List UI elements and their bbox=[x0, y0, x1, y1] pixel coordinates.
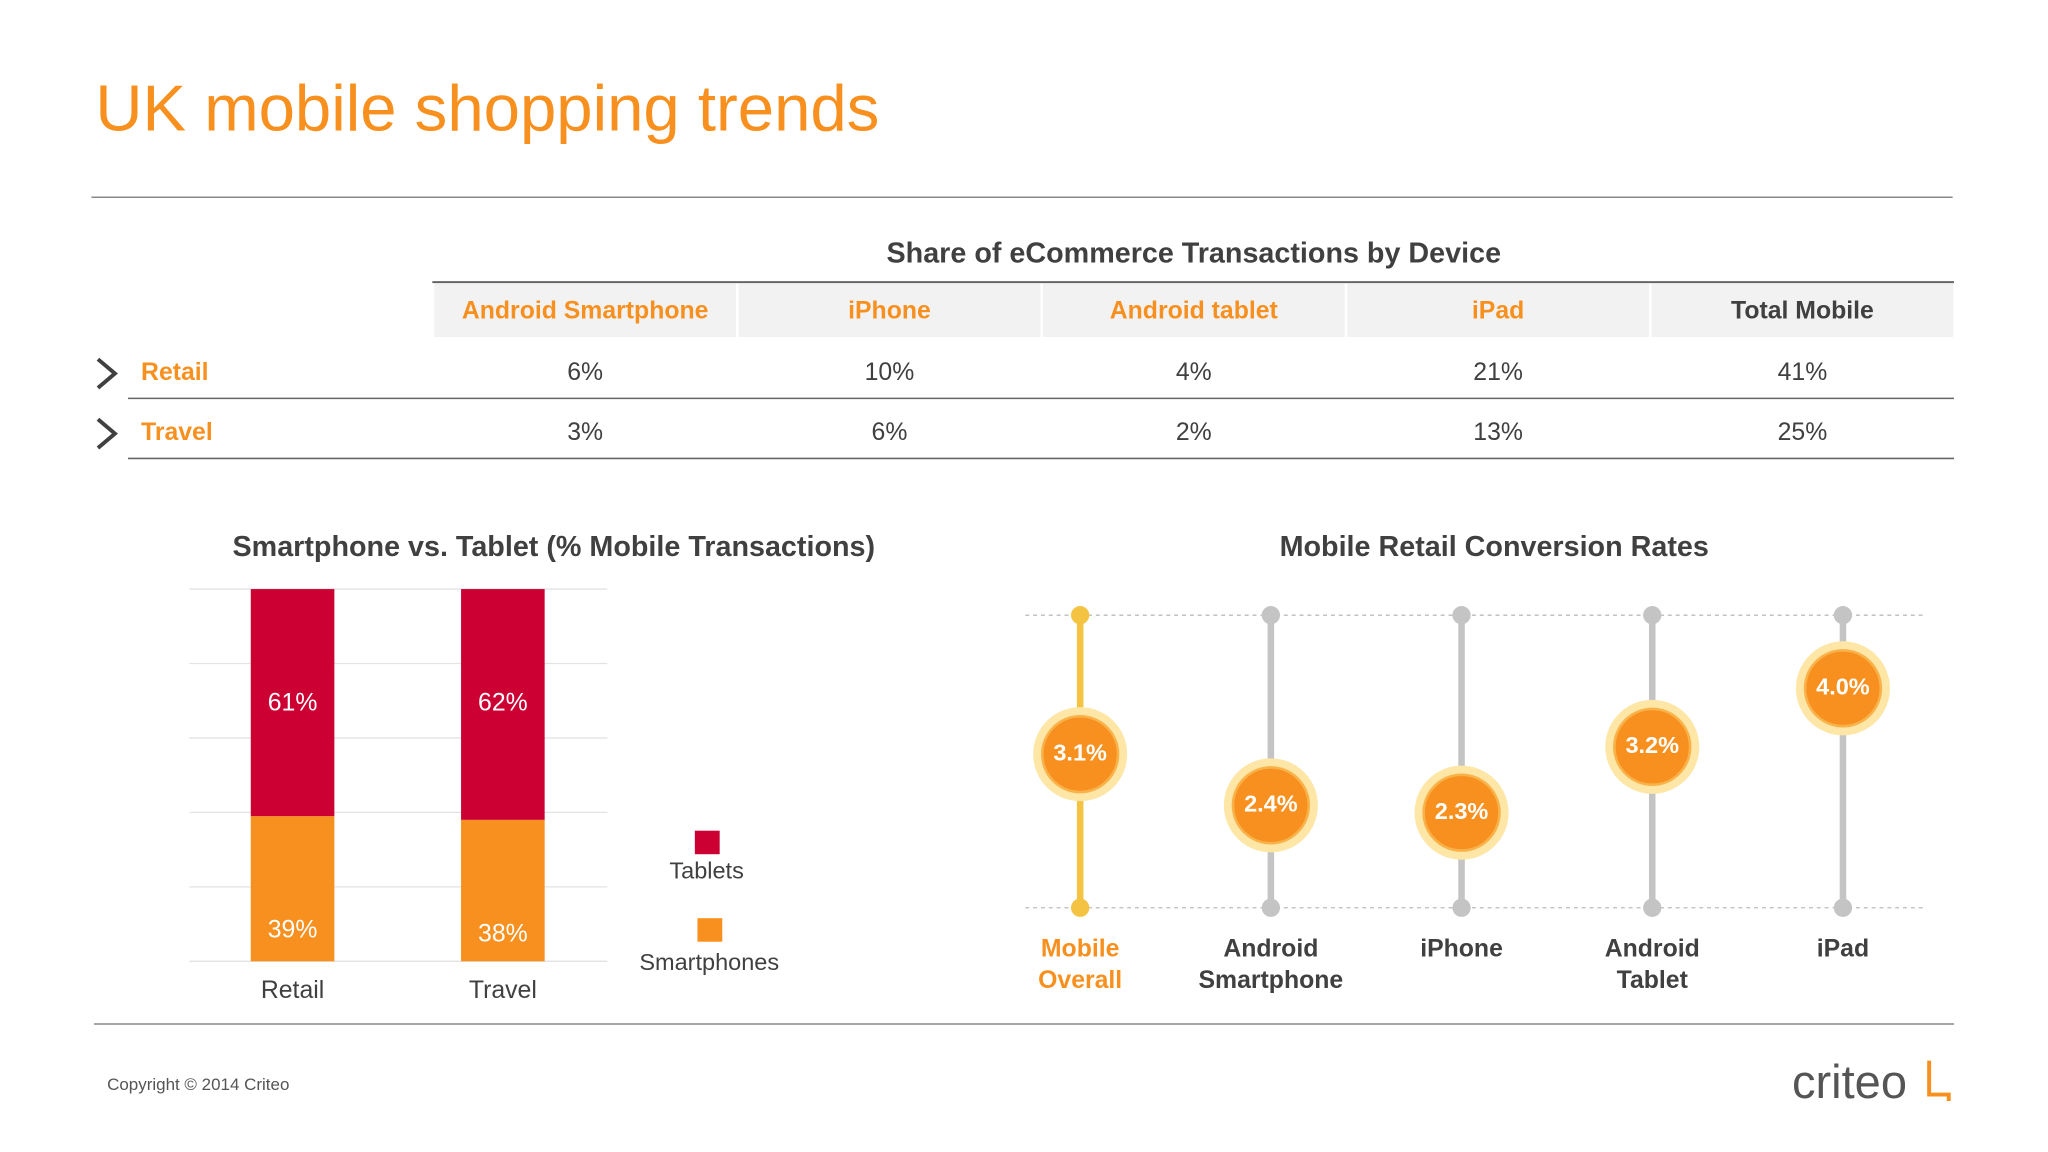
slide-title: UK mobile shopping trends bbox=[95, 72, 879, 145]
marker bbox=[1613, 707, 1692, 787]
marker bbox=[1231, 766, 1311, 845]
header-cell bbox=[434, 283, 736, 337]
copyright: Copyright © 2014 Criteo bbox=[107, 1075, 289, 1094]
legend-label: Smartphones bbox=[639, 949, 779, 975]
marker bbox=[1803, 649, 1883, 728]
data-label: 2.3% bbox=[1435, 798, 1489, 824]
table-cell: 4% bbox=[1176, 359, 1212, 386]
end-dot bbox=[1261, 606, 1280, 625]
x-tick-label: iPad bbox=[1817, 935, 1869, 962]
end-dot bbox=[1643, 606, 1662, 625]
legend-swatch bbox=[694, 830, 720, 855]
bar-segment bbox=[250, 816, 335, 962]
marker bbox=[1422, 773, 1501, 852]
column-header: Android tablet bbox=[1110, 298, 1278, 325]
bar-segment bbox=[461, 819, 545, 962]
table-cell: 10% bbox=[865, 359, 915, 386]
data-label: 3.1% bbox=[1053, 739, 1107, 765]
header-cell bbox=[1347, 283, 1649, 337]
table-cell: 6% bbox=[872, 419, 908, 446]
column-header: Total Mobile bbox=[1731, 298, 1874, 325]
logo: criteo bbox=[1792, 1055, 1907, 1108]
x-tick-label: Android Tablet bbox=[1605, 935, 1700, 993]
table-cell: 25% bbox=[1778, 419, 1828, 446]
x-tick-label: Retail bbox=[261, 977, 324, 1004]
end-dot bbox=[1452, 898, 1471, 917]
x-tick-label: Mobile Overall bbox=[1038, 935, 1122, 993]
table-cell: 2% bbox=[1176, 419, 1212, 446]
column-header: Android Smartphone bbox=[462, 298, 709, 325]
data-label: 4.0% bbox=[1816, 674, 1870, 700]
x-tick-label: Android Smartphone bbox=[1199, 935, 1344, 993]
chart-title: Smartphone vs. Tablet (% Mobile Transact… bbox=[233, 531, 876, 563]
data-label: 39% bbox=[268, 917, 318, 944]
table-cell: 13% bbox=[1473, 419, 1523, 446]
marker bbox=[1040, 714, 1120, 794]
bar-segment bbox=[250, 589, 335, 817]
header-cell bbox=[1042, 283, 1345, 337]
end-dot bbox=[1643, 898, 1662, 917]
data-label: 3.2% bbox=[1625, 732, 1679, 758]
table-title: Share of eCommerce Transactions by Devic… bbox=[887, 237, 1502, 269]
data-label: 62% bbox=[478, 690, 528, 717]
data-label: 38% bbox=[478, 920, 528, 947]
x-tick-label: Travel bbox=[469, 977, 537, 1004]
row-chevron bbox=[96, 357, 118, 390]
header-cell bbox=[1651, 283, 1954, 337]
end-dot bbox=[1833, 898, 1853, 917]
data-label: 61% bbox=[268, 690, 318, 717]
row-chevron bbox=[96, 417, 118, 450]
end-dot bbox=[1833, 606, 1853, 625]
data-label: 2.4% bbox=[1244, 791, 1298, 817]
x-tick-label: iPhone bbox=[1420, 935, 1503, 962]
legend-label: Tablets bbox=[669, 858, 743, 884]
end-dot bbox=[1261, 898, 1280, 917]
bar-segment bbox=[461, 589, 545, 820]
legend-swatch bbox=[697, 918, 723, 942]
row-label: Travel bbox=[141, 419, 213, 446]
end-dot bbox=[1071, 606, 1090, 625]
table-cell: 3% bbox=[567, 419, 603, 446]
column-header: iPad bbox=[1472, 298, 1524, 325]
chart-title: Mobile Retail Conversion Rates bbox=[1280, 531, 1709, 563]
end-dot bbox=[1452, 606, 1471, 625]
end-dot bbox=[1071, 898, 1090, 917]
logo-mark bbox=[1927, 1060, 1951, 1102]
table-cell: 21% bbox=[1473, 359, 1523, 386]
row-label: Retail bbox=[141, 359, 209, 386]
header-cell bbox=[738, 283, 1041, 337]
table-cell: 41% bbox=[1778, 359, 1828, 386]
table-cell: 6% bbox=[567, 359, 603, 386]
column-header: iPhone bbox=[848, 298, 931, 325]
